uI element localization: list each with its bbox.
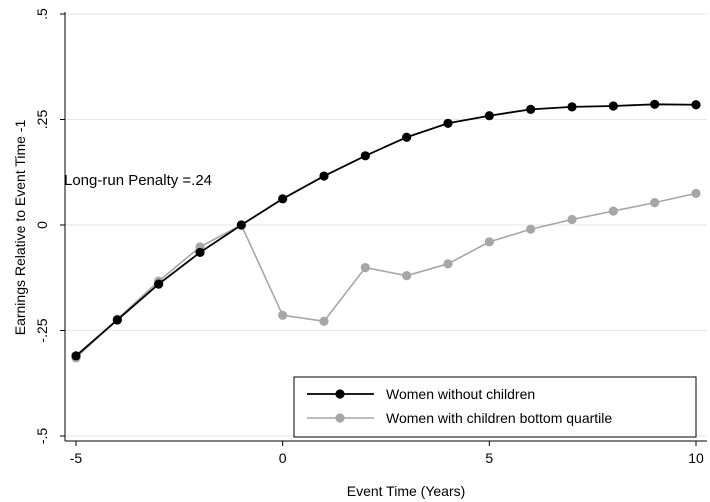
series-1-point-14 <box>650 198 660 208</box>
legend: Women without children Women with childre… <box>293 376 697 438</box>
legend-label-0: Women without children <box>386 386 535 402</box>
series-0-point-12 <box>567 102 577 112</box>
y-tick-label-2: 0 <box>34 221 50 229</box>
series-line-1 <box>75 192 697 359</box>
series-0-point-13 <box>608 101 618 111</box>
series-0-point-6 <box>319 171 329 181</box>
series-1-point-13 <box>608 206 618 216</box>
y-tick-label-4: .5 <box>34 8 50 20</box>
long-run-penalty-annotation: Long-run Penalty =.24 <box>64 172 212 189</box>
axes: -.5 -.25 0 .25 .5 -5 0 5 10 <box>34 8 707 466</box>
series-1-point-5 <box>278 310 288 320</box>
series-layer <box>71 99 701 363</box>
x-tick-label-0: -5 <box>70 450 83 466</box>
series-0-point-10 <box>484 111 494 121</box>
y-tick-label-1: -.25 <box>34 318 50 342</box>
series-0-point-1 <box>112 315 122 325</box>
series-0-point-11 <box>526 104 536 114</box>
series-1-point-8 <box>402 271 412 281</box>
legend-box <box>293 376 697 438</box>
series-0-point-14 <box>650 99 660 109</box>
series-0-point-9 <box>443 118 453 128</box>
series-1-point-9 <box>443 259 453 269</box>
series-0-point-4 <box>236 220 246 230</box>
legend-marker-0 <box>335 389 345 399</box>
x-tick-label-1: 0 <box>279 450 287 466</box>
y-tick-label-3: .25 <box>34 110 50 130</box>
series-1-point-11 <box>526 224 536 234</box>
series-0-point-2 <box>154 279 164 289</box>
series-1-point-10 <box>484 237 494 247</box>
x-tick-label-3: 10 <box>688 450 704 466</box>
series-0-point-8 <box>402 132 412 142</box>
series-1-point-15 <box>691 188 701 198</box>
legend-label-1: Women with children bottom quartile <box>386 410 612 426</box>
series-0-point-5 <box>278 194 288 204</box>
series-0-point-7 <box>360 151 370 161</box>
series-1-point-6 <box>319 316 329 326</box>
legend-marker-1 <box>335 413 345 423</box>
y-axis-title: Earnings Relative to Event Time -1 <box>12 120 28 336</box>
y-tick-label-0: -.5 <box>34 428 50 445</box>
series-line-0 <box>75 103 697 357</box>
series-0-point-0 <box>71 351 81 361</box>
series-0-point-15 <box>691 100 701 110</box>
series-0-point-3 <box>195 247 205 258</box>
series-1-point-7 <box>360 263 370 273</box>
x-axis-title: Event Time (Years) <box>347 483 466 499</box>
series-1-point-12 <box>567 214 577 225</box>
x-tick-label-2: 5 <box>485 450 493 466</box>
